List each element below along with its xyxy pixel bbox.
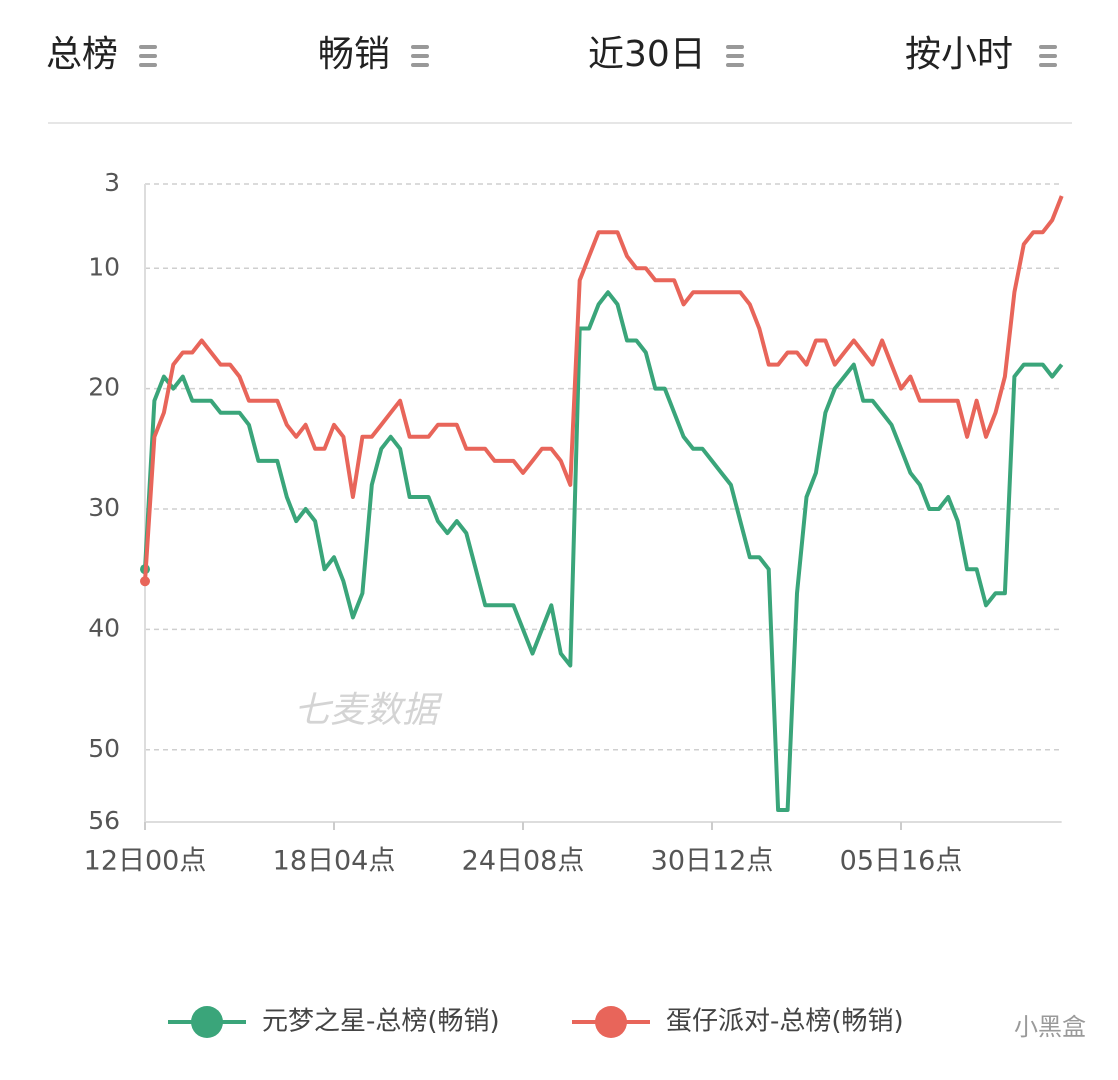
y-tick-label: 50: [88, 734, 120, 763]
y-tick-label: 10: [88, 252, 120, 281]
legend-label: 蛋仔派对-总榜(畅销): [666, 1007, 904, 1037]
y-tick-label: 3: [104, 168, 120, 197]
y-tick-label: 30: [88, 493, 120, 522]
y-tick-label: 20: [88, 373, 120, 402]
series-line: [143, 195, 1064, 582]
filter-label[interactable]: 按小时: [905, 34, 1013, 75]
menu-icon[interactable]: [726, 45, 744, 67]
series-line: [143, 290, 1064, 812]
x-tick-label: 12日00点: [84, 846, 207, 877]
y-tick-label: 56: [88, 806, 120, 835]
legend-marker: [191, 1006, 223, 1038]
filter-label[interactable]: 近30日: [588, 34, 706, 75]
x-tick-label: 30日12点: [651, 846, 774, 877]
filter-label[interactable]: 畅销: [318, 34, 390, 75]
menu-icon[interactable]: [139, 45, 157, 67]
menu-icons: [139, 45, 1057, 67]
y-tick-label: 40: [88, 613, 120, 642]
filter-label[interactable]: 总榜: [46, 34, 118, 75]
legend-marker: [595, 1006, 627, 1038]
watermark: 小黑盒: [1014, 1013, 1086, 1041]
x-tick-label: 18日04点: [273, 846, 396, 877]
x-tick-label: 24日08点: [462, 846, 585, 877]
x-tick-label: 05日16点: [840, 846, 963, 877]
legend-label: 元梦之星-总榜(畅销): [262, 1007, 500, 1037]
menu-icon[interactable]: [1039, 45, 1057, 67]
watermark: 七麦数据: [294, 690, 443, 731]
menu-icon[interactable]: [411, 45, 429, 67]
start-point: [140, 576, 150, 587]
